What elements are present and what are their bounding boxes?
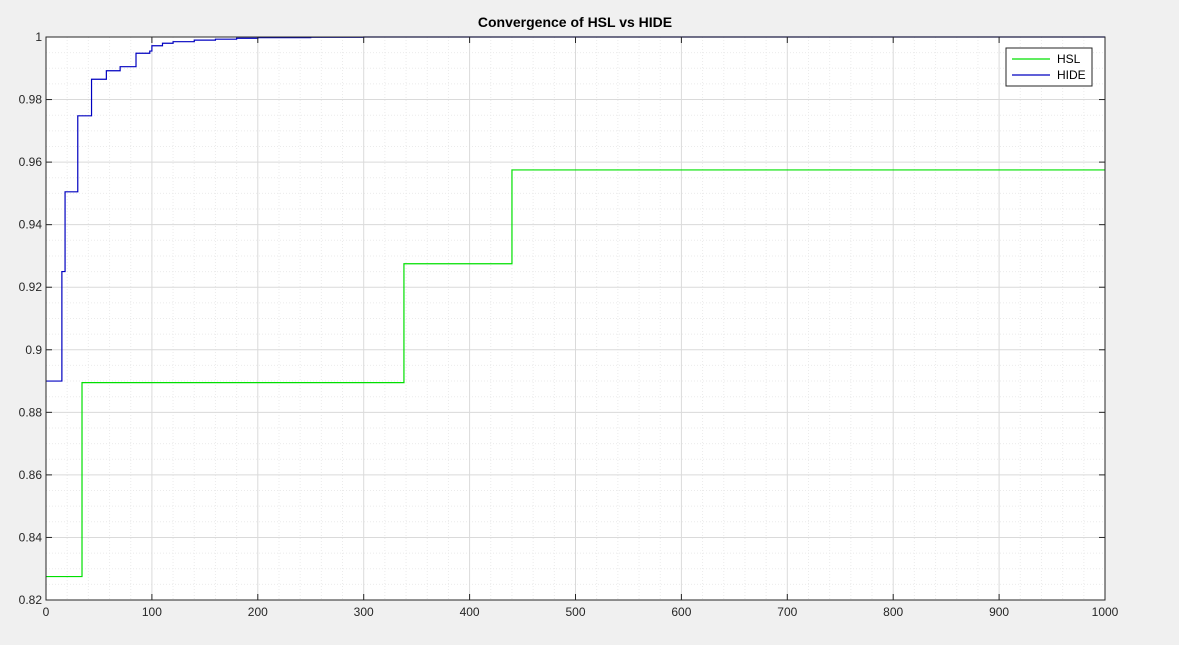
- minor-grid: [46, 37, 1105, 600]
- x-tick-label: 800: [883, 605, 903, 619]
- y-tick-label: 0.88: [19, 405, 43, 419]
- x-tick-label: 0: [43, 605, 50, 619]
- x-tick-labels: 0 100 200 300 400 500 600 700 800 900 1000: [43, 605, 1119, 619]
- x-tick-label: 900: [989, 605, 1009, 619]
- y-tick-label: 0.9: [25, 343, 42, 357]
- x-tick-label: 400: [460, 605, 480, 619]
- x-tick-label: 500: [565, 605, 585, 619]
- y-tick-label: 0.96: [19, 155, 43, 169]
- x-tick-label: 1000: [1092, 605, 1119, 619]
- legend-label-hsl: HSL: [1057, 52, 1081, 66]
- y-tick-label: 0.98: [19, 93, 43, 107]
- x-tick-label: 100: [142, 605, 162, 619]
- y-tick-label: 1: [35, 30, 42, 44]
- x-tick-label: 300: [354, 605, 374, 619]
- legend[interactable]: HSL HIDE: [1005, 47, 1093, 87]
- x-tick-label: 700: [777, 605, 797, 619]
- legend-box: [1005, 47, 1093, 87]
- chart-title: Convergence of HSL vs HIDE: [478, 14, 672, 30]
- y-tick-label: 0.84: [19, 530, 43, 544]
- x-tick-label: 200: [248, 605, 268, 619]
- series-line-hsl: [46, 169, 1105, 578]
- y-tick-label: 0.92: [19, 280, 43, 294]
- y-tick-label: 0.86: [19, 468, 43, 482]
- y-tick-labels: 0.82 0.84 0.86 0.88 0.9 0.92 0.94 0.96 0.98 1: [19, 30, 43, 607]
- y-tick-label: 0.94: [19, 218, 43, 232]
- y-tick-label: 0.82: [19, 593, 43, 607]
- legend-label-hide: HIDE: [1057, 68, 1086, 82]
- x-tick-label: 600: [671, 605, 691, 619]
- tick-marks: [45, 36, 1106, 601]
